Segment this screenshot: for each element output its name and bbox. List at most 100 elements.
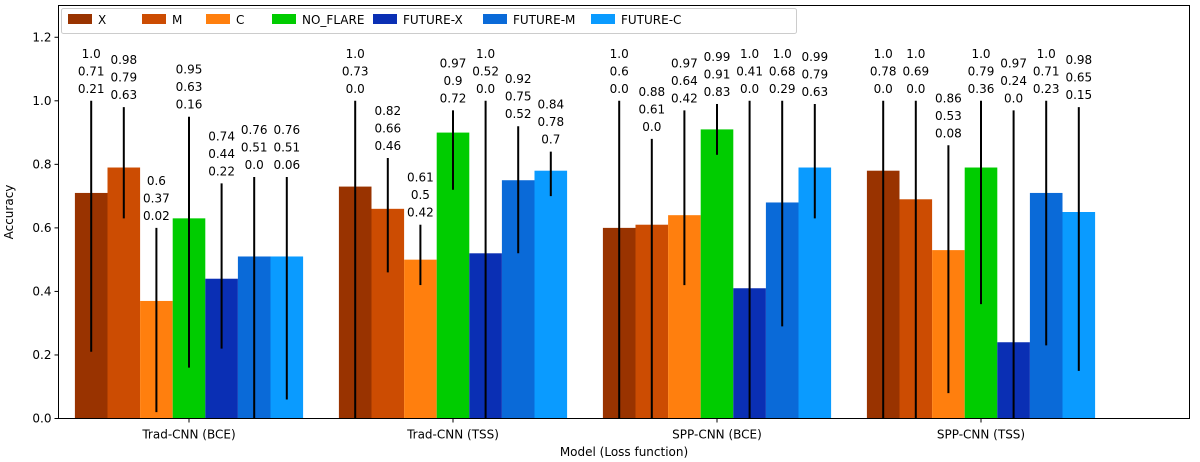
- data-label-line: 0.22: [208, 164, 235, 178]
- data-label-line: 0.78: [537, 115, 564, 129]
- legend-label: NO_FLARE: [302, 13, 364, 27]
- legend-label: X: [98, 13, 106, 27]
- data-label-line: 0.92: [505, 72, 532, 86]
- data-label-line: 0.84: [537, 98, 564, 112]
- y-axis-label: Accuracy: [2, 185, 16, 240]
- data-label: 1.0 0.71 0.23: [1033, 47, 1060, 96]
- legend-swatch: [206, 14, 230, 24]
- data-label-line: 0.97: [440, 56, 467, 70]
- data-label-line: 1.0: [610, 47, 629, 61]
- data-label-line: 0.29: [769, 82, 796, 96]
- data-label: 1.0 0.41 0.0: [736, 47, 763, 96]
- data-label-line: 0.5: [411, 188, 430, 202]
- plot-frame: [58, 5, 1190, 419]
- data-label-line: 0.0: [874, 82, 893, 96]
- data-label-line: 0.74: [208, 129, 235, 143]
- data-label-line: 0.83: [704, 85, 731, 99]
- data-label-line: 0.64: [671, 74, 698, 88]
- legend-swatch: [142, 14, 166, 24]
- data-label-line: 0.97: [1000, 56, 1027, 70]
- bar: [534, 170, 568, 419]
- data-label-line: 0.99: [704, 50, 731, 64]
- data-label: 0.76 0.51 0.0: [241, 123, 268, 172]
- data-label-line: 0.76: [241, 123, 268, 137]
- data-label-line: 0.98: [110, 53, 137, 67]
- data-label: 0.98 0.79 0.63: [110, 53, 137, 102]
- data-label: 1.0 0.71 0.21: [78, 47, 105, 96]
- data-label-line: 0.0: [642, 120, 661, 134]
- y-tick-label: 0.6: [32, 221, 51, 235]
- x-tick-label: Trad-CNN (TSS): [406, 428, 499, 442]
- legend-swatch: [272, 14, 296, 24]
- data-label-line: 1.0: [1037, 47, 1056, 61]
- data-label: 0.99 0.91 0.83: [704, 50, 731, 99]
- data-label-line: 0.79: [801, 67, 828, 81]
- data-label-line: 0.42: [407, 206, 434, 220]
- data-label-line: 0.76: [273, 123, 300, 137]
- data-label-line: 0.79: [968, 64, 995, 78]
- data-label: 1.0 0.69 0.0: [902, 47, 929, 96]
- data-label: 1.0 0.73 0.0: [342, 47, 369, 96]
- legend-swatch: [591, 14, 615, 24]
- data-label-line: 0.6: [610, 64, 629, 78]
- data-label: 1.0 0.78 0.0: [870, 47, 897, 96]
- data-label-line: 0.66: [374, 121, 401, 135]
- y-tick-label: 1.2: [32, 30, 51, 44]
- data-label: 0.74 0.44 0.22: [208, 129, 235, 178]
- data-label-line: 0.23: [1033, 82, 1060, 96]
- legend-label: FUTURE-C: [621, 13, 681, 27]
- data-label-line: 0.69: [902, 64, 929, 78]
- data-label-line: 0.52: [505, 107, 532, 121]
- error-bars-layer: [90, 100, 1080, 419]
- data-label: 1.0 0.6 0.0: [610, 47, 629, 96]
- y-tick-label: 0.4: [32, 284, 51, 298]
- data-label-line: 0.82: [374, 104, 401, 118]
- data-label-line: 0.42: [671, 91, 698, 105]
- data-label-line: 0.98: [1065, 53, 1092, 67]
- data-label: 0.61 0.5 0.42: [407, 171, 434, 220]
- data-label-line: 0.36: [968, 82, 995, 96]
- data-label-line: 0.68: [769, 64, 796, 78]
- data-label: 1.0 0.52 0.0: [472, 47, 499, 96]
- data-label-line: 0.61: [407, 171, 434, 185]
- data-label-line: 0.71: [1033, 64, 1060, 78]
- data-label-line: 0.0: [346, 82, 365, 96]
- data-label-line: 0.79: [110, 71, 137, 85]
- data-label: 0.95 0.63 0.16: [176, 63, 203, 112]
- data-label: 1.0 0.79 0.36: [968, 47, 995, 96]
- data-label-line: 1.0: [346, 47, 365, 61]
- legend-label: FUTURE-X: [403, 13, 463, 27]
- bar: [404, 259, 437, 419]
- data-label-line: 1.0: [874, 47, 893, 61]
- data-label-line: 1.0: [82, 47, 101, 61]
- data-label-line: 0.46: [374, 139, 401, 153]
- data-label-line: 1.0: [476, 47, 495, 61]
- data-label-line: 1.0: [773, 47, 792, 61]
- data-label-line: 0.52: [472, 64, 499, 78]
- legend-label: M: [172, 13, 182, 27]
- data-label-line: 0.08: [935, 126, 962, 140]
- y-tick-label: 0.8: [32, 157, 51, 171]
- data-label: 1.0 0.68 0.29: [769, 47, 796, 96]
- data-label-line: 0.72: [440, 91, 467, 105]
- x-axis-label: Model (Loss function): [560, 445, 688, 459]
- x-tick-label: SPP-CNN (BCE): [672, 428, 762, 442]
- data-label-line: 1.0: [906, 47, 925, 61]
- data-label-line: 1.0: [740, 47, 759, 61]
- y-tick-label: 0.0: [32, 412, 51, 426]
- data-label-line: 0.24: [1000, 74, 1027, 88]
- x-tick-label: Trad-CNN (BCE): [141, 428, 235, 442]
- x-tick-label: SPP-CNN (TSS): [937, 428, 1025, 442]
- data-label-line: 0.71: [78, 64, 105, 78]
- data-label-line: 0.63: [110, 88, 137, 102]
- legend-label: FUTURE-M: [513, 13, 575, 27]
- data-label-line: 0.63: [176, 80, 203, 94]
- data-label: 0.97 0.24 0.0: [1000, 56, 1027, 105]
- data-label: 0.84 0.78 0.7: [537, 98, 564, 147]
- data-label-line: 0.65: [1065, 71, 1092, 85]
- data-label-line: 0.0: [906, 82, 925, 96]
- data-label-line: 0.78: [870, 64, 897, 78]
- data-label-line: 0.0: [476, 82, 495, 96]
- data-label-line: 0.0: [610, 82, 629, 96]
